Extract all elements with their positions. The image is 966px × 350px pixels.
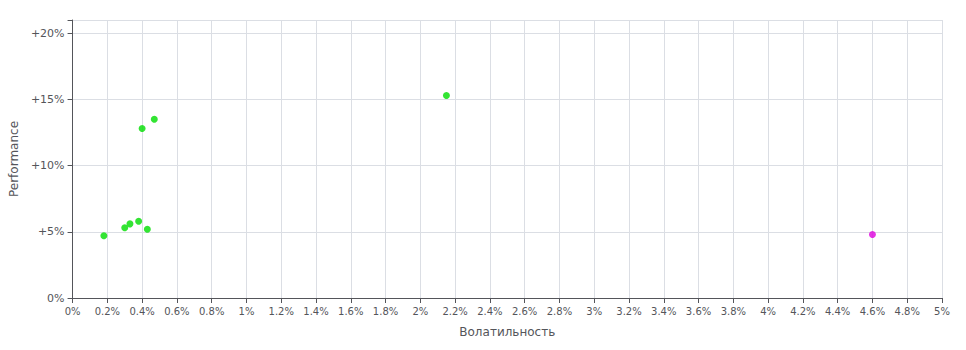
svg-text:3%: 3% <box>586 306 602 317</box>
svg-text:0%: 0% <box>47 292 64 305</box>
svg-text:3.2%: 3.2% <box>616 306 641 317</box>
svg-text:4.4%: 4.4% <box>825 306 850 317</box>
svg-text:1.2%: 1.2% <box>269 306 294 317</box>
svg-text:4.2%: 4.2% <box>790 306 815 317</box>
svg-text:2%: 2% <box>412 306 428 317</box>
svg-text:4.6%: 4.6% <box>860 306 885 317</box>
svg-text:0.6%: 0.6% <box>164 306 189 317</box>
svg-text:2.8%: 2.8% <box>547 306 572 317</box>
svg-text:4.8%: 4.8% <box>895 306 920 317</box>
svg-text:1.8%: 1.8% <box>373 306 398 317</box>
svg-text:+15%: +15% <box>31 93 65 106</box>
svg-text:4%: 4% <box>760 306 776 317</box>
svg-text:+10%: +10% <box>31 159 65 172</box>
svg-text:0.4%: 0.4% <box>129 306 154 317</box>
svg-text:+5%: +5% <box>38 225 65 238</box>
svg-text:2.4%: 2.4% <box>477 306 502 317</box>
svg-text:0.8%: 0.8% <box>199 306 224 317</box>
svg-text:2.6%: 2.6% <box>512 306 537 317</box>
svg-text:3.6%: 3.6% <box>686 306 711 317</box>
svg-text:Performance: Performance <box>7 121 21 197</box>
svg-text:0%: 0% <box>65 306 81 317</box>
svg-text:3.8%: 3.8% <box>721 306 746 317</box>
svg-text:1.4%: 1.4% <box>303 306 328 317</box>
svg-text:+20%: +20% <box>31 27 65 40</box>
svg-text:2.2%: 2.2% <box>442 306 467 317</box>
svg-text:3.4%: 3.4% <box>651 306 676 317</box>
svg-text:Волатильность: Волатильность <box>459 325 555 339</box>
svg-text:0.2%: 0.2% <box>95 306 120 317</box>
svg-text:1.6%: 1.6% <box>338 306 363 317</box>
svg-text:1%: 1% <box>239 306 255 317</box>
svg-text:5%: 5% <box>934 306 950 317</box>
